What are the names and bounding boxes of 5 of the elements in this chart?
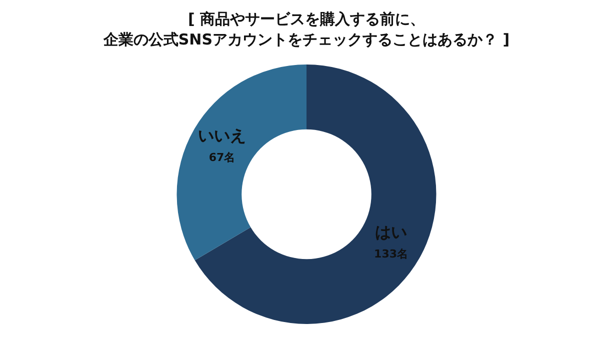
data-label: 133名 [374, 247, 408, 260]
data-label: 67名 [208, 150, 236, 164]
chart-title: [ 商品やサービスを購入する前に、企業の公式SNSアカウントをチェックすることはあるか？ ] [102, 10, 510, 48]
slice-label: はい [375, 222, 408, 242]
slice-label: いいえ [198, 126, 246, 146]
